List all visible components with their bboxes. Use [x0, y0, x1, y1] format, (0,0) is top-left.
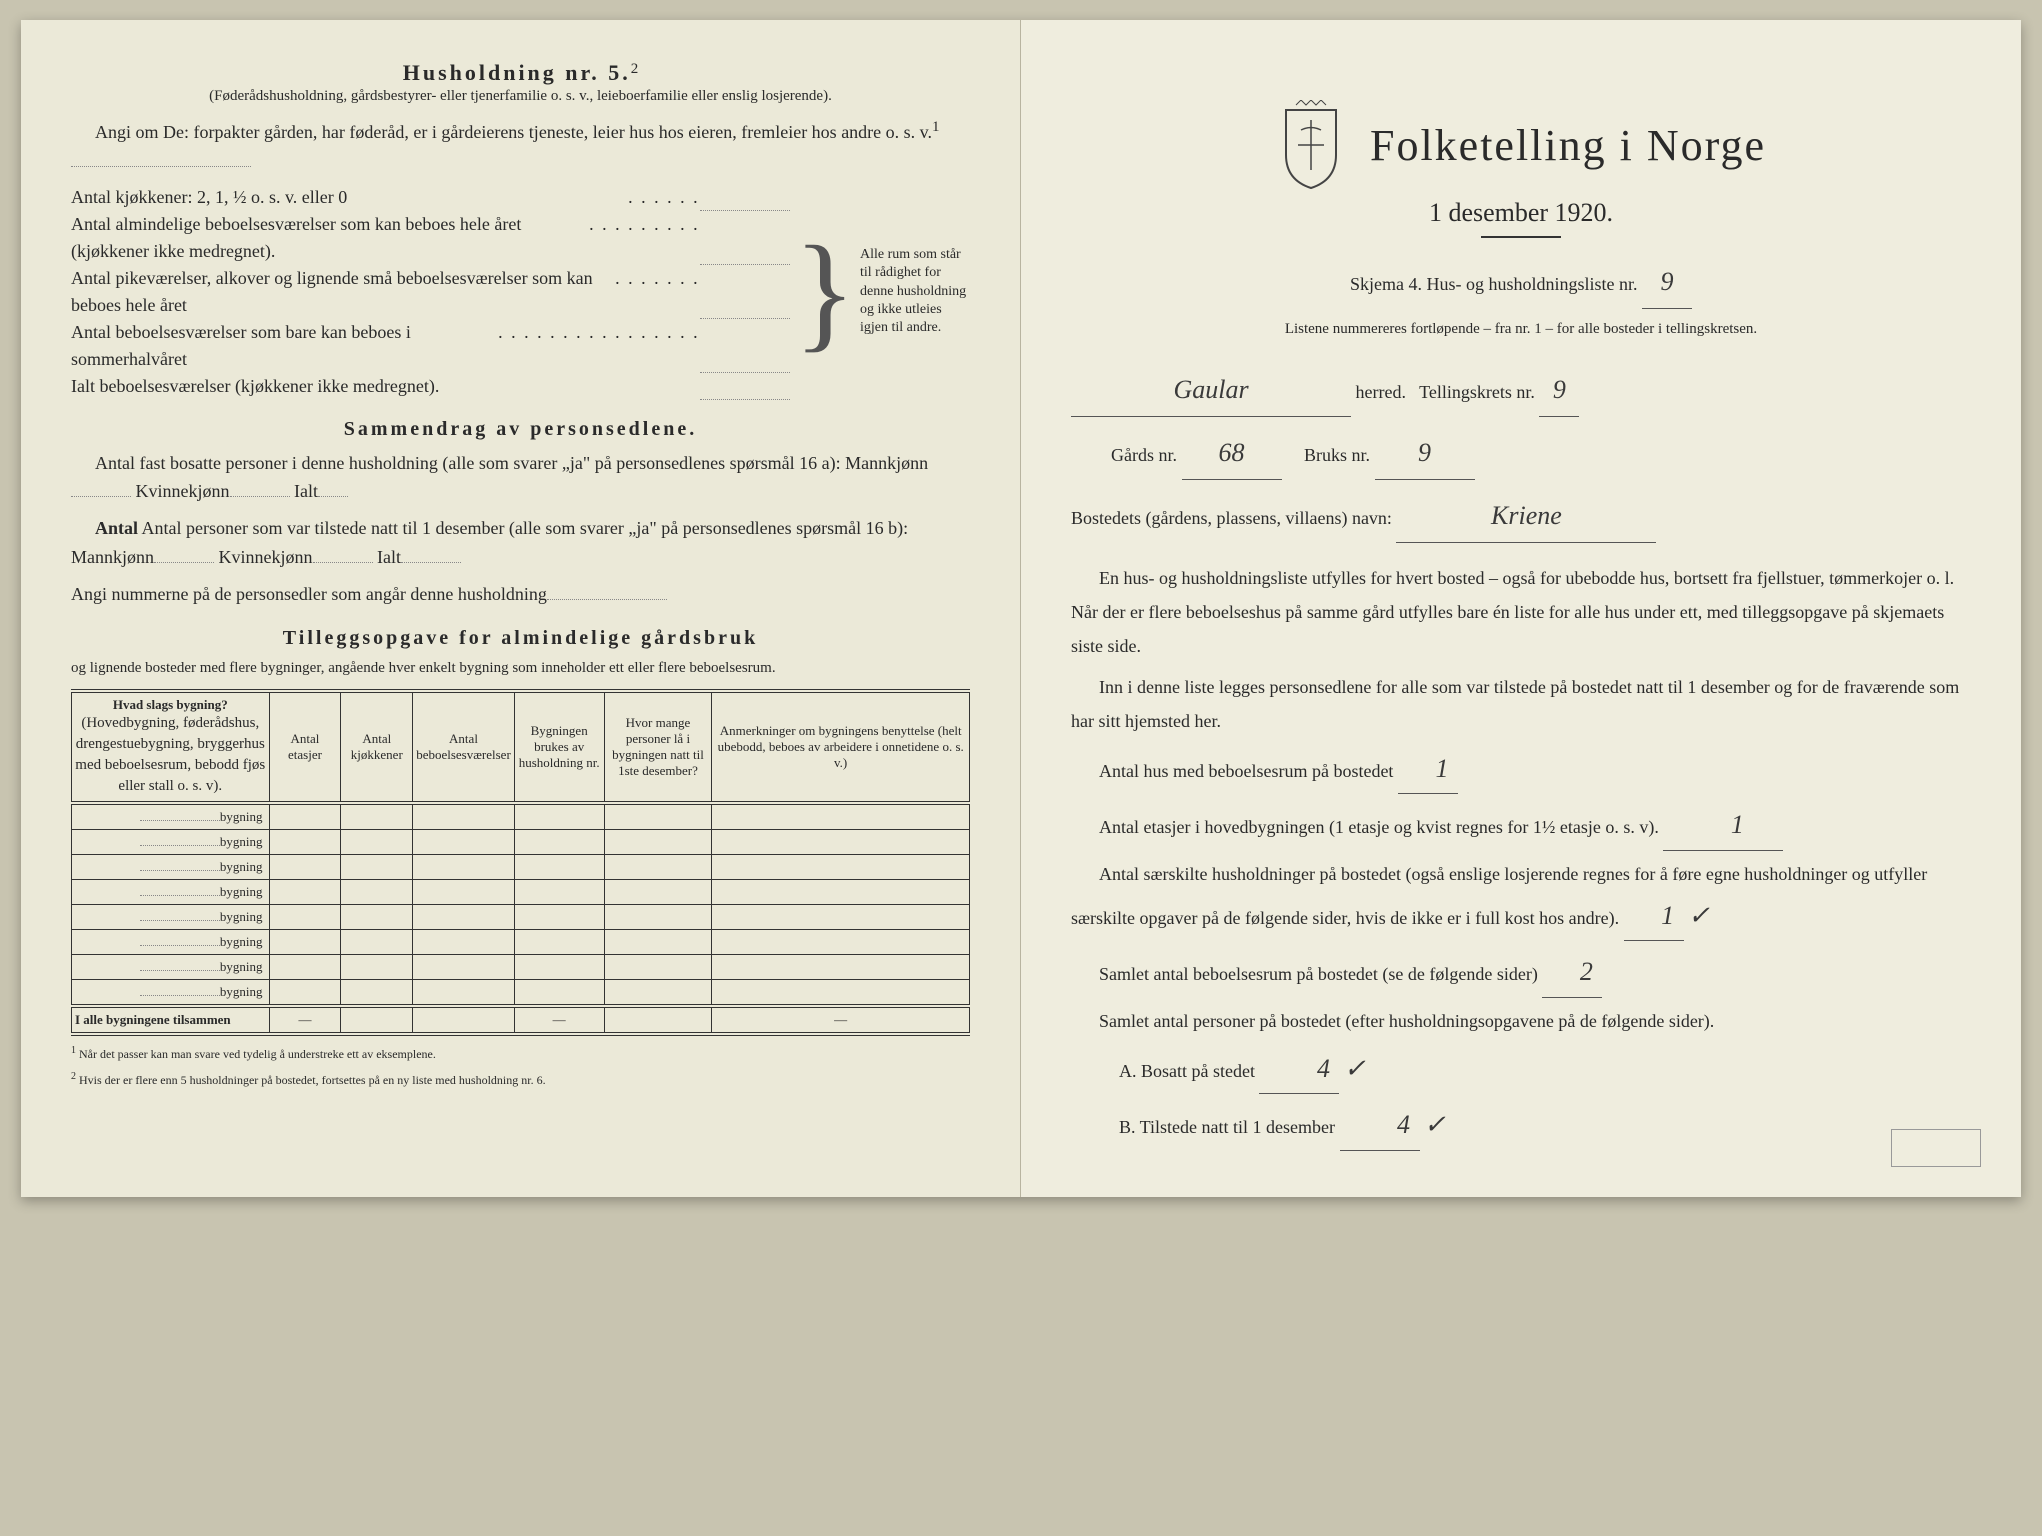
bostedets-line: Bostedets (gårdens, plassens, villaens) …	[1071, 490, 1971, 543]
h5-sup: 2	[631, 61, 639, 77]
skjema-line: Skjema 4. Hus- og husholdningsliste nr. …	[1071, 256, 1971, 309]
printer-stamp	[1891, 1129, 1981, 1167]
samm-p1: Antal fast bosatte personer i denne hush…	[71, 449, 970, 507]
footnote-2: 2 Hvis der er flere enn 5 husholdninger …	[71, 1070, 970, 1089]
coat-of-arms-icon	[1276, 100, 1346, 190]
angi-para: Angi om De: forpakter gården, har føderå…	[71, 115, 970, 176]
date-subtitle: 1 desember 1920.	[1071, 198, 1971, 228]
title-rule	[1481, 236, 1561, 238]
document-spread: Husholdning nr. 5.2 (Føderådshusholdning…	[21, 20, 2021, 1197]
table-row: bygning	[72, 829, 970, 854]
th-7: Anmerkninger om bygningens benyttelse (h…	[712, 691, 970, 803]
samm-p2: Antal Antal personer som var tilstede na…	[71, 514, 970, 572]
th-4: Antal beboelsesværelser	[413, 691, 515, 803]
table-row: bygning	[72, 979, 970, 1006]
main-title: Folketelling i Norge	[1370, 120, 1766, 171]
q3-line: Antal særskilte husholdninger på bostede…	[1071, 857, 1971, 942]
sammendrag-title: Sammendrag av personsedlene.	[71, 418, 970, 441]
table-row: bygning	[72, 803, 970, 830]
right-page: Folketelling i Norge 1 desember 1920. Sk…	[1021, 20, 2021, 1197]
th-6: Hvor mange personer lå i bygningen natt …	[604, 691, 712, 803]
qB-line: B. Tilstede natt til 1 desember 4 ✓	[1071, 1100, 1971, 1150]
qA-line: A. Bosatt på stedet 4 ✓	[1071, 1044, 1971, 1094]
tilleggs-title: Tilleggsopgave for almindelige gårdsbruk	[71, 627, 970, 650]
th-3: Antal kjøkkener	[341, 691, 413, 803]
row-3: Antal beboelsesværelser som bare kan beb…	[71, 319, 498, 373]
h5-sub: (Føderådshusholdning, gårdsbestyrer- ell…	[71, 86, 970, 107]
curly-brace: }	[794, 227, 856, 357]
row-2: Antal pikeværelser, alkover og lignende …	[71, 265, 615, 319]
tilleggs-table: Hvad slags bygning?(Hovedbygning, føderå…	[71, 689, 970, 1036]
q4-line: Samlet antal beboelsesrum på bostedet (s…	[1071, 947, 1971, 997]
footnote-1: 1 Når det passer kan man svare ved tydel…	[71, 1044, 970, 1063]
q5-line: Samlet antal personer på bostedet (efter…	[1071, 1004, 1971, 1038]
gards-line: Gårds nr. 68 Bruks nr. 9	[1071, 427, 1971, 480]
body-paragraphs: En hus- og husholdningsliste utfylles fo…	[1071, 561, 1971, 1151]
th-5: Bygningen brukes av husholdning nr.	[514, 691, 604, 803]
h5-title: Husholdning nr. 5.	[403, 60, 631, 85]
th-1: Hvad slags bygning?(Hovedbygning, føderå…	[72, 691, 270, 803]
table-row: bygning	[72, 929, 970, 954]
row-4: Ialt beboelsesværelser (kjøkkener ikke m…	[71, 373, 700, 400]
p1: En hus- og husholdningsliste utfylles fo…	[1071, 561, 1971, 664]
samm-p3: Angi nummerne på de personsedler som ang…	[71, 580, 970, 609]
listene-note: Listene nummereres fortløpende – fra nr.…	[1071, 319, 1971, 340]
table-row: bygning	[72, 904, 970, 929]
q2-line: Antal etasjer i hovedbygningen (1 etasje…	[1071, 800, 1971, 850]
tilleggs-sub: og lignende bosteder med flere bygninger…	[71, 658, 970, 679]
p2: Inn i denne liste legges personsedlene f…	[1071, 670, 1971, 738]
th-2: Antal etasjer	[269, 691, 341, 803]
brace-note: Alle rum som står til rådighet for denne…	[860, 246, 970, 337]
row-1: Antal almindelige beboelsesværelser som …	[71, 211, 589, 265]
herred-line: Gaular herred. Tellingskrets nr. 9	[1071, 364, 1971, 417]
kjokken-row: Antal kjøkkener: 2, 1, ½ o. s. v. eller …	[71, 184, 628, 211]
table-row: bygning	[72, 879, 970, 904]
table-row: bygning	[72, 954, 970, 979]
q1-line: Antal hus med beboelsesrum på bostedet 1	[1071, 744, 1971, 794]
table-total-row: I alle bygningene tilsammen———	[72, 1006, 970, 1034]
left-page: Husholdning nr. 5.2 (Føderådshusholdning…	[21, 20, 1021, 1197]
table-row: bygning	[72, 854, 970, 879]
kitchen-block: Antal kjøkkener: 2, 1, ½ o. s. v. eller …	[71, 184, 970, 400]
